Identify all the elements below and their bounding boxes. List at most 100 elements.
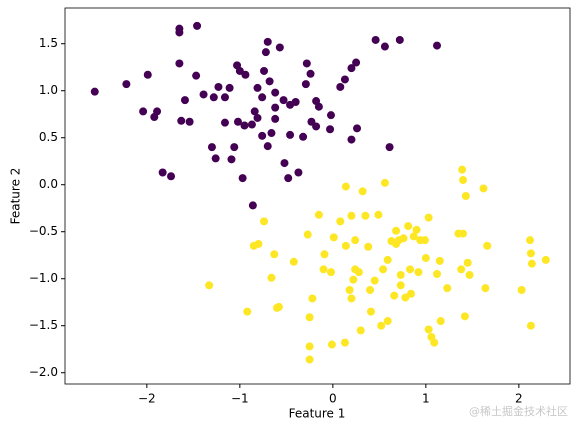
point xyxy=(395,35,404,44)
point xyxy=(253,83,262,92)
point xyxy=(392,239,401,248)
point xyxy=(390,291,399,300)
point xyxy=(289,257,298,266)
point xyxy=(185,117,194,126)
point xyxy=(347,294,356,303)
point xyxy=(279,96,288,105)
point xyxy=(270,250,279,259)
point xyxy=(383,317,392,326)
point xyxy=(250,107,259,116)
point xyxy=(241,70,250,79)
point xyxy=(205,281,214,290)
point xyxy=(263,142,272,151)
point xyxy=(263,37,272,46)
point xyxy=(459,229,468,238)
x-tick-label: 1 xyxy=(422,392,430,406)
point xyxy=(302,59,311,68)
point xyxy=(261,48,270,57)
point xyxy=(458,165,467,174)
point xyxy=(366,286,375,294)
y-tick-label: 1.5 xyxy=(39,36,58,50)
point xyxy=(265,77,274,86)
point xyxy=(230,143,239,152)
point xyxy=(336,217,345,226)
point xyxy=(211,154,220,163)
point xyxy=(541,255,550,264)
x-tick-label: −2 xyxy=(138,392,156,406)
point xyxy=(207,143,216,152)
point xyxy=(271,88,280,97)
point xyxy=(406,265,415,274)
point xyxy=(356,326,365,335)
point xyxy=(280,159,289,168)
point xyxy=(303,230,312,239)
point xyxy=(90,87,99,96)
point xyxy=(340,75,349,84)
point xyxy=(122,80,131,89)
y-tick-label: 0.0 xyxy=(39,177,58,191)
point xyxy=(314,102,323,111)
point xyxy=(180,96,189,105)
point xyxy=(361,211,370,220)
y-axis-label: Feature 2 xyxy=(9,168,23,225)
point xyxy=(526,321,535,330)
x-tick-label: 2 xyxy=(515,392,523,406)
point xyxy=(460,312,469,321)
point xyxy=(299,132,308,141)
point xyxy=(345,286,354,294)
point xyxy=(193,21,202,30)
point xyxy=(192,71,201,80)
point xyxy=(392,226,401,235)
point xyxy=(436,317,445,326)
x-axis-label: Feature 1 xyxy=(289,407,346,421)
point xyxy=(396,270,405,279)
point xyxy=(260,217,269,226)
point xyxy=(284,174,293,183)
point xyxy=(220,93,229,102)
point xyxy=(227,155,236,164)
point xyxy=(459,176,468,185)
point xyxy=(347,135,356,144)
point xyxy=(254,239,263,248)
point xyxy=(424,213,433,222)
point xyxy=(463,258,472,267)
point xyxy=(267,129,276,138)
point xyxy=(220,118,229,127)
point xyxy=(347,64,356,73)
point xyxy=(326,268,335,277)
point xyxy=(175,28,184,37)
point xyxy=(340,338,349,347)
point xyxy=(167,172,176,181)
point xyxy=(341,182,350,191)
point xyxy=(404,222,413,231)
point xyxy=(377,321,386,330)
point xyxy=(177,116,186,125)
point xyxy=(396,281,405,290)
point xyxy=(366,307,375,316)
point xyxy=(383,255,392,264)
point xyxy=(341,241,350,250)
point xyxy=(517,286,526,294)
point xyxy=(240,121,249,130)
point xyxy=(479,184,488,193)
y-tick-label: −1.0 xyxy=(29,271,58,285)
point xyxy=(385,143,394,152)
y-tick-label: −1.5 xyxy=(29,318,58,332)
y-tick-label: 0.5 xyxy=(39,130,58,144)
point xyxy=(358,187,367,196)
point xyxy=(274,302,283,311)
point xyxy=(305,355,314,364)
point xyxy=(409,232,418,241)
point xyxy=(275,43,284,52)
point xyxy=(329,233,338,242)
point xyxy=(247,120,256,129)
point xyxy=(271,114,280,123)
point xyxy=(483,241,492,250)
point xyxy=(308,294,317,303)
point xyxy=(457,265,466,274)
point xyxy=(465,270,474,279)
point xyxy=(406,289,415,298)
point xyxy=(435,256,444,265)
point xyxy=(175,59,184,68)
